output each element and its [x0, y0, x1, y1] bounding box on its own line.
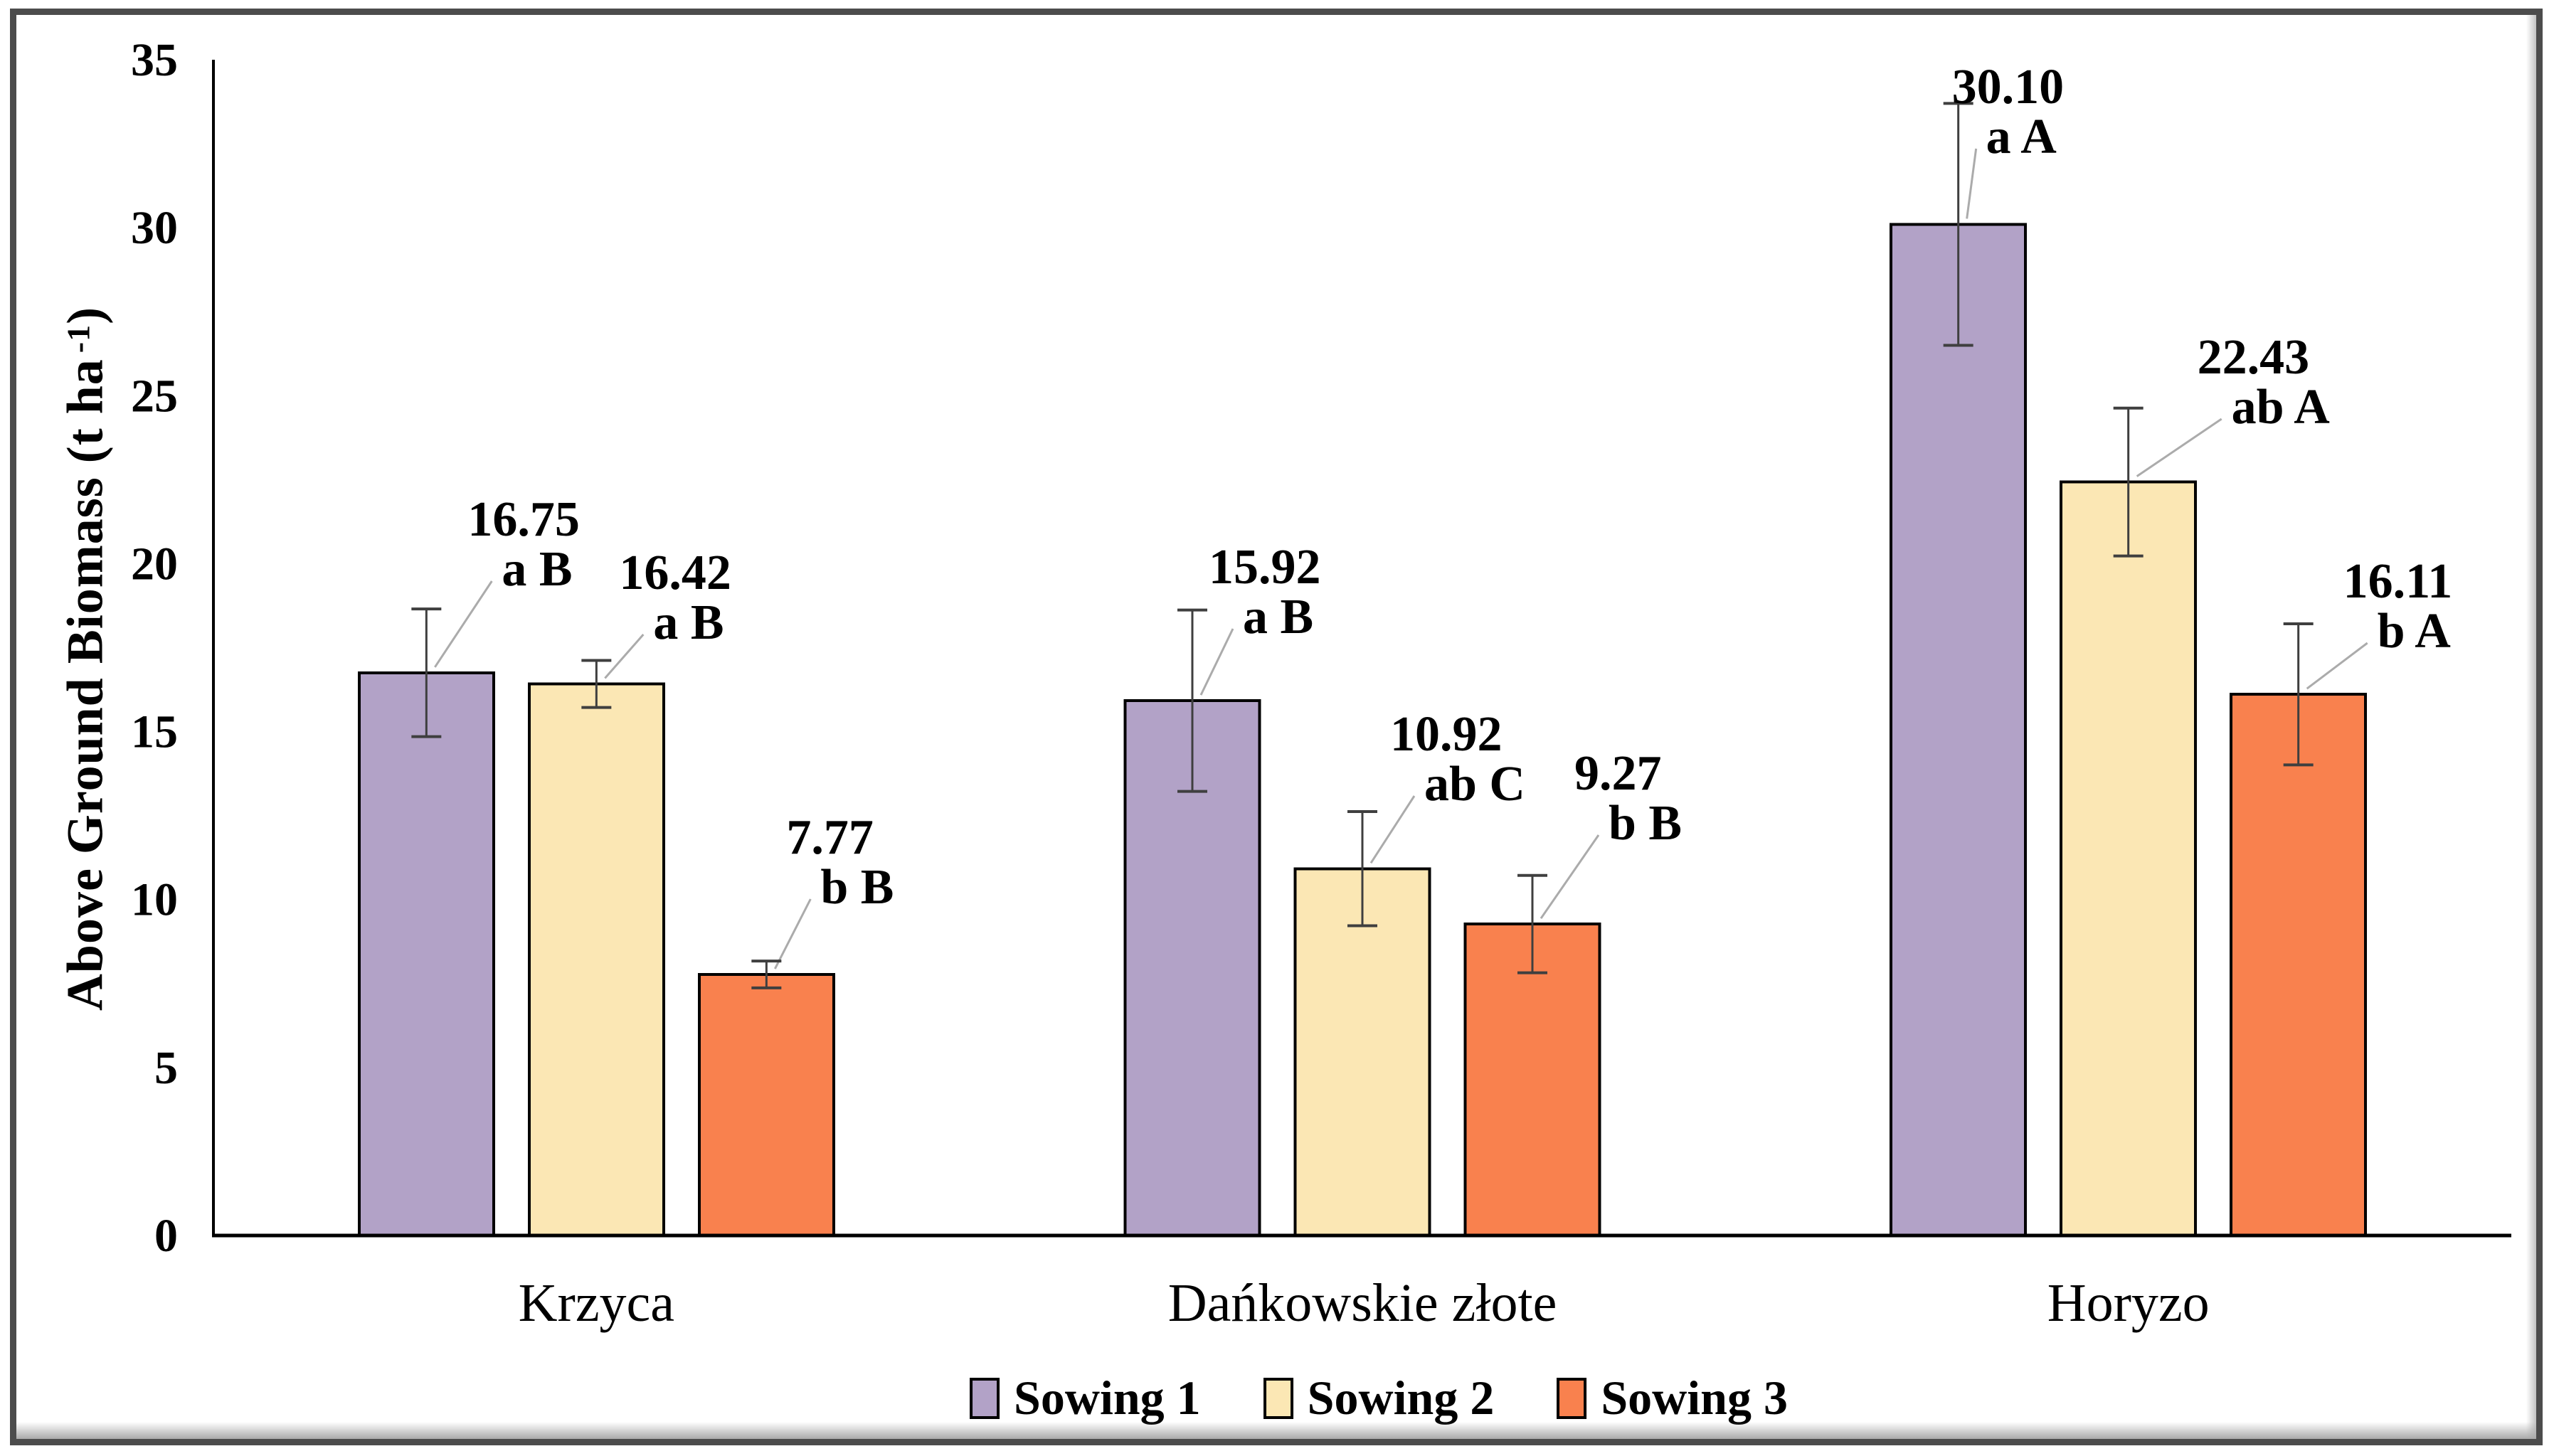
figure-frame: 16.75 a B 16.42 a B 7.77 b B 15.92 a B 10.92 ab C… — [10, 9, 2543, 1445]
value-label-sowing-2-krzyca: 16.42 — [619, 546, 731, 600]
y-tick-label-35: 35 — [131, 34, 178, 86]
y-axis-title-superscript: -1 — [60, 324, 97, 354]
y-tick-label-20: 20 — [131, 538, 178, 590]
value-label-sowing-3-krzyca: 7.77 — [786, 810, 874, 865]
value-label-sowing-2-horyzo: 22.43 — [2198, 330, 2310, 385]
bar-sowing-3-horyzo — [2230, 693, 2368, 1237]
legend-swatch-sowing-3-icon — [1557, 1377, 1587, 1419]
value-label-sowing-3-horyzo: 16.11 — [2343, 554, 2453, 609]
legend: Sowing 1 Sowing 2 Sowing 3 — [970, 1370, 1788, 1426]
legend-label-sowing-2: Sowing 2 — [1307, 1371, 1495, 1425]
value-label-sowing-1-horyzo: 30.10 — [1952, 60, 2065, 115]
leader-line-sowing-2-horyzo — [2136, 418, 2222, 477]
leader-line-sowing-3-da-kowskie-z-ote — [1540, 834, 1600, 920]
y-tick-label-25: 25 — [131, 370, 178, 422]
sig-letters-sowing-3-horyzo: b A — [2378, 604, 2452, 659]
y-tick-label-30: 30 — [131, 202, 178, 254]
sig-letters-sowing-3-da-kowskie-z-ote: b B — [1609, 796, 1682, 851]
x-axis-label-krzyca: Krzyca — [518, 1273, 675, 1333]
bar-sowing-3-krzyca — [697, 973, 835, 1238]
x-axis-label-dankowskie-zlote: Dańkowskie złote — [1167, 1273, 1557, 1333]
y-tick-label-0: 0 — [154, 1210, 178, 1262]
leader-line-sowing-1-krzyca — [434, 580, 493, 668]
leader-line-sowing-1-horyzo — [1966, 148, 1978, 219]
value-label-sowing-1-da-kowskie-z-ote: 15.92 — [1209, 540, 1321, 595]
leader-line-sowing-2-krzyca — [604, 634, 645, 679]
sig-letters-sowing-1-da-kowskie-z-ote: a B — [1243, 590, 1313, 644]
y-tick-label-15: 15 — [131, 706, 178, 758]
sig-letters-sowing-3-krzyca: b B — [820, 860, 894, 915]
legend-swatch-sowing-2-icon — [1263, 1377, 1293, 1419]
bar-sowing-1-horyzo — [1890, 223, 2028, 1237]
sig-letters-sowing-2-horyzo: ab A — [2232, 380, 2331, 435]
sig-letters-sowing-1-horyzo: a A — [1986, 110, 2057, 164]
legend-item-sowing-2: Sowing 2 — [1263, 1370, 1495, 1426]
legend-swatch-sowing-1-icon — [970, 1377, 1000, 1419]
value-label-sowing-2-da-kowskie-z-ote: 10.92 — [1390, 707, 1503, 762]
y-tick-label-10: 10 — [131, 874, 178, 926]
x-axis-label-horyzo: Horyzo — [2047, 1273, 2210, 1333]
y-axis-title: Above Ground Biomass (t ha -1) — [56, 307, 115, 1011]
legend-label-sowing-3: Sowing 3 — [1601, 1371, 1788, 1425]
bar-sowing-1-krzyca — [357, 671, 495, 1237]
value-label-sowing-3-da-kowskie-z-ote: 9.27 — [1574, 746, 1662, 801]
y-axis-title-text: Above Ground Biomass (t ha — [56, 358, 114, 1011]
y-tick-label-5: 5 — [154, 1042, 178, 1094]
leader-line-sowing-3-krzyca — [773, 898, 812, 969]
sig-letters-sowing-2-krzyca: a B — [653, 595, 724, 650]
sig-letters-sowing-1-krzyca: a B — [502, 542, 572, 597]
leader-line-sowing-3-horyzo — [2306, 642, 2368, 690]
bar-sowing-2-da-kowskie-z-ote — [1293, 867, 1431, 1238]
value-label-sowing-1-krzyca: 16.75 — [467, 492, 580, 547]
leader-line-sowing-1-da-kowskie-z-ote — [1199, 628, 1234, 696]
sig-letters-sowing-2-da-kowskie-z-ote: ab C — [1424, 757, 1525, 812]
legend-item-sowing-3: Sowing 3 — [1557, 1370, 1788, 1426]
bar-sowing-2-krzyca — [527, 682, 665, 1237]
frame-bottom-bevel — [16, 1422, 2536, 1439]
y-axis-title-close: ) — [56, 306, 114, 324]
legend-label-sowing-1: Sowing 1 — [1014, 1371, 1201, 1425]
bar-sowing-2-horyzo — [2060, 480, 2198, 1238]
frame-right-bevel — [2526, 15, 2536, 1439]
leader-line-sowing-2-da-kowskie-z-ote — [1369, 795, 1416, 864]
legend-item-sowing-1: Sowing 1 — [970, 1370, 1201, 1426]
